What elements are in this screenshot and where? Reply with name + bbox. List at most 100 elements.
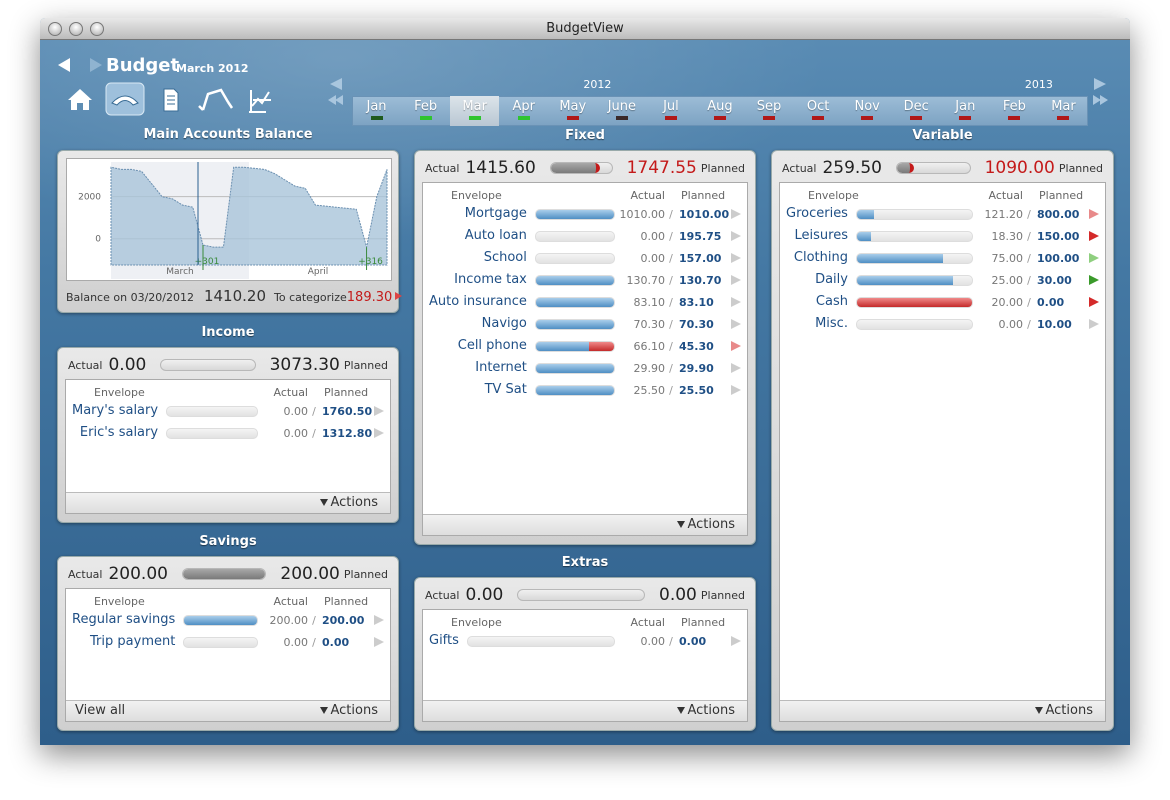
- toolbar: [58, 58, 271, 116]
- envelope-name[interactable]: Groceries: [786, 206, 848, 221]
- trend-arrow[interactable]: [731, 209, 741, 219]
- envelope-name[interactable]: Cell phone: [457, 338, 527, 353]
- trend-arrow[interactable]: [731, 231, 741, 241]
- home-icon[interactable]: [68, 89, 92, 110]
- planned-amount[interactable]: 130.70: [679, 273, 722, 287]
- actions-button[interactable]: Actions: [676, 703, 735, 718]
- month-cell[interactable]: Dec: [892, 96, 941, 126]
- planned-amount[interactable]: 25.50: [679, 383, 714, 397]
- envelope-name[interactable]: Auto insurance: [429, 294, 527, 309]
- month-cell-selected[interactable]: Mar: [450, 96, 500, 126]
- back-arrow[interactable]: [58, 58, 70, 72]
- planned-amount[interactable]: 30.00: [1037, 273, 1072, 287]
- envelope-name[interactable]: Eric's salary: [79, 425, 159, 440]
- trend-arrow[interactable]: [731, 275, 741, 285]
- planned-amount[interactable]: 1760.50: [322, 404, 373, 418]
- planned-amount[interactable]: 157.00: [679, 251, 722, 265]
- envelope-name[interactable]: Cash: [815, 294, 848, 309]
- envelope-name[interactable]: Income tax: [454, 272, 527, 287]
- close-button[interactable]: [48, 22, 62, 36]
- trend-arrow[interactable]: [374, 428, 384, 438]
- categorize-value[interactable]: 189.30: [346, 290, 393, 305]
- month-cell[interactable]: Oct: [794, 96, 843, 126]
- timeline-back[interactable]: [326, 76, 356, 108]
- envelope-name[interactable]: Clothing: [793, 250, 848, 265]
- trend-arrow[interactable]: [1089, 209, 1099, 219]
- month-cell[interactable]: Apr: [499, 96, 548, 126]
- envelope-name[interactable]: Leisures: [794, 228, 848, 243]
- actions-button[interactable]: Actions: [1034, 703, 1093, 718]
- trend-arrow[interactable]: [374, 615, 384, 625]
- envelope-name[interactable]: Misc.: [815, 316, 848, 331]
- envelope-name[interactable]: TV Sat: [484, 382, 527, 397]
- envelope-name[interactable]: Mortgage: [464, 206, 527, 221]
- actions-button[interactable]: Actions: [676, 517, 735, 532]
- trend-arrow[interactable]: [1089, 319, 1099, 329]
- trend-arrow[interactable]: [731, 636, 741, 646]
- trend-arrow[interactable]: [731, 319, 741, 329]
- actions-button[interactable]: Actions: [319, 703, 378, 718]
- planned-amount[interactable]: 45.30: [679, 339, 714, 353]
- envelope-name[interactable]: School: [483, 250, 527, 265]
- planned-amount[interactable]: 150.00: [1037, 229, 1080, 243]
- envelope-name[interactable]: Internet: [475, 360, 527, 375]
- month-cell[interactable]: Jan: [352, 96, 401, 126]
- trend-arrow[interactable]: [1089, 297, 1099, 307]
- planned-amount[interactable]: 0.00: [1037, 295, 1065, 309]
- trend-arrow[interactable]: [731, 363, 741, 373]
- minimize-button[interactable]: [69, 22, 83, 36]
- document-icon[interactable]: [163, 88, 179, 112]
- month-cell[interactable]: June: [597, 96, 646, 126]
- month-cell[interactable]: Aug: [695, 96, 744, 126]
- month-cell[interactable]: May: [548, 96, 597, 126]
- month-cell[interactable]: Mar: [1039, 96, 1088, 126]
- trend-arrow[interactable]: [1089, 275, 1099, 285]
- envelope-name[interactable]: Gifts: [429, 633, 459, 648]
- planned-amount[interactable]: 1312.80: [322, 426, 373, 440]
- month-indicator: [615, 116, 628, 120]
- trend-arrow[interactable]: [731, 341, 741, 351]
- trend-arrow[interactable]: [731, 385, 741, 395]
- planned-amount[interactable]: 10.00: [1037, 317, 1072, 331]
- month-cell[interactable]: Nov: [843, 96, 892, 126]
- trend-arrow[interactable]: [374, 406, 384, 416]
- month-cell[interactable]: Jan: [941, 96, 990, 126]
- planned-amount[interactable]: 29.90: [679, 361, 714, 375]
- planned-amount[interactable]: 195.75: [679, 229, 722, 243]
- envelope-name[interactable]: Trip payment: [90, 634, 176, 649]
- envelope-name[interactable]: Mary's salary: [72, 403, 159, 418]
- zoom-button[interactable]: [90, 22, 104, 36]
- envelope-name[interactable]: Navigo: [481, 316, 527, 331]
- planned-amount[interactable]: 0.00: [322, 635, 350, 649]
- month-cell[interactable]: Sep: [745, 96, 794, 126]
- trend-arrow[interactable]: [731, 253, 741, 263]
- planned-amount[interactable]: 1010.00: [679, 207, 730, 221]
- envelope-name[interactable]: Daily: [815, 272, 848, 287]
- panel-footer: Actions: [66, 492, 390, 513]
- analysis-icon[interactable]: [249, 90, 271, 113]
- month-cell[interactable]: Jul: [646, 96, 695, 126]
- planned-amount[interactable]: 70.30: [679, 317, 714, 331]
- trend-arrow[interactable]: [1089, 231, 1099, 241]
- month-cell[interactable]: Feb: [401, 96, 450, 126]
- view-all-button[interactable]: View all: [75, 703, 126, 718]
- timeline-forward[interactable]: [1090, 76, 1120, 108]
- planned-amount[interactable]: 100.00: [1037, 251, 1080, 265]
- projects-icon[interactable]: [198, 88, 234, 111]
- actual-amount: 75.00: [991, 251, 1024, 265]
- month-label: April: [308, 267, 329, 277]
- planned-amount[interactable]: 800.00: [1037, 207, 1080, 221]
- panel: March April 2000 0 +301 +316 Balance on 03/20/…: [57, 150, 403, 313]
- actions-button[interactable]: Actions: [319, 495, 378, 510]
- forward-arrow[interactable]: [90, 58, 102, 72]
- trend-arrow[interactable]: [731, 297, 741, 307]
- month-cell[interactable]: Feb: [990, 96, 1039, 126]
- separator: /: [312, 635, 316, 649]
- envelope-name[interactable]: Auto loan: [464, 228, 527, 243]
- trend-arrow[interactable]: [374, 637, 384, 647]
- planned-amount[interactable]: 83.10: [679, 295, 714, 309]
- planned-amount[interactable]: 0.00: [679, 634, 707, 648]
- envelope-name[interactable]: Regular savings: [72, 612, 176, 627]
- trend-arrow[interactable]: [1089, 253, 1099, 263]
- planned-amount[interactable]: 200.00: [322, 613, 365, 627]
